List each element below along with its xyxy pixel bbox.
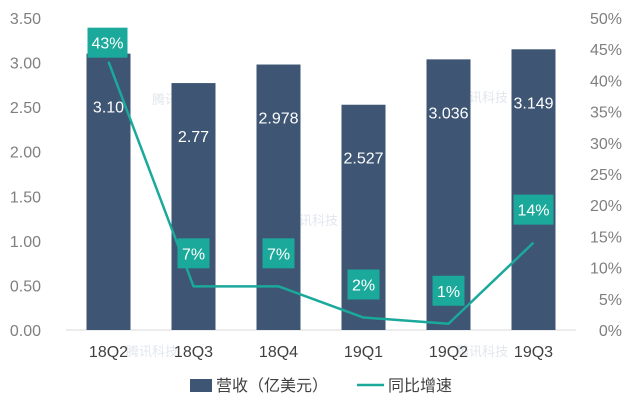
revenue-bar-label: 3.149 <box>513 95 553 112</box>
growth-label: 7% <box>267 246 290 263</box>
growth-label-box <box>513 194 554 225</box>
legend: 营收（亿美元） 同比增速 <box>190 377 452 395</box>
left-tick-label: 2.50 <box>10 100 41 117</box>
legend-line-label: 同比增速 <box>388 377 452 395</box>
right-axis: 0% 5% 10% 15% 20% 25% 30% 35% 40% 45% 50% <box>590 11 622 340</box>
watermark-text: 腾讯科技 <box>126 344 178 359</box>
right-tick-label: 5% <box>599 292 622 309</box>
growth-label-box <box>262 238 295 269</box>
growth-label-box <box>347 269 380 300</box>
right-tick-label: 50% <box>590 11 622 28</box>
category-axis: 18Q2 18Q3 18Q4 19Q1 19Q2 19Q3 <box>89 344 553 361</box>
growth-label: 1% <box>437 284 460 301</box>
right-tick-label: 0% <box>599 323 622 340</box>
growth-label-box <box>87 27 128 58</box>
growth-label: 14% <box>517 203 549 220</box>
growth-label-box <box>177 238 210 269</box>
growth-label: 2% <box>352 278 375 295</box>
right-tick-label: 45% <box>590 42 622 59</box>
left-tick-label: 0.00 <box>10 323 41 340</box>
legend-bar-label: 营收（亿美元） <box>216 377 328 395</box>
category-label: 18Q2 <box>89 344 128 361</box>
revenue-bar <box>511 49 556 330</box>
revenue-bar <box>86 53 131 331</box>
growth-label: 43% <box>91 36 123 53</box>
right-tick-label: 40% <box>590 73 622 90</box>
right-tick-label: 30% <box>590 136 622 153</box>
left-tick-label: 1.00 <box>10 234 41 251</box>
watermark-text: 腾讯科技 <box>456 344 508 359</box>
left-tick-label: 1.50 <box>10 189 41 206</box>
revenue-bar-label: 3.036 <box>428 105 468 122</box>
line-series: 43% 7% 7% 2% 1% 14% <box>87 27 554 326</box>
category-label: 18Q4 <box>259 344 298 361</box>
right-tick-label: 35% <box>590 105 622 122</box>
left-tick-label: 3.00 <box>10 56 41 73</box>
revenue-bar-label: 3.10 <box>93 100 124 117</box>
legend-bar-swatch <box>190 379 212 392</box>
right-tick-label: 10% <box>590 261 622 278</box>
growth-label-box <box>432 275 465 306</box>
right-tick-label: 25% <box>590 167 622 184</box>
category-label: 19Q2 <box>429 344 468 361</box>
revenue-bar <box>256 64 301 331</box>
left-tick-label: 0.50 <box>10 278 41 295</box>
right-tick-label: 15% <box>590 229 622 246</box>
revenue-bar <box>171 83 216 331</box>
category-label: 19Q3 <box>514 344 553 361</box>
left-tick-label: 3.50 <box>10 11 41 28</box>
growth-label: 7% <box>182 246 205 263</box>
left-tick-label: 2.00 <box>10 145 41 162</box>
revenue-bar-label: 2.527 <box>343 151 383 168</box>
left-axis: 0.00 0.50 1.00 1.50 2.00 2.50 3.00 3.50 <box>10 11 41 340</box>
revenue-bar-label: 2.77 <box>178 129 209 146</box>
category-label: 18Q3 <box>174 344 213 361</box>
category-label: 19Q1 <box>344 344 383 361</box>
right-tick-label: 20% <box>590 198 622 215</box>
revenue-bar-label: 2.978 <box>258 111 298 128</box>
